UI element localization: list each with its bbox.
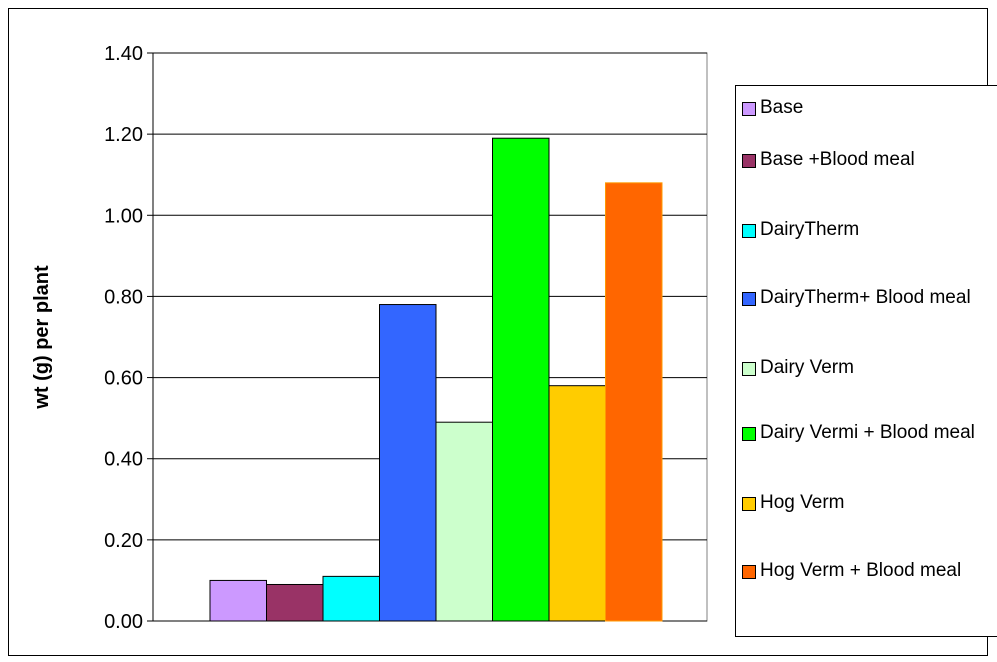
- legend-label: DairyTherm: [760, 219, 860, 240]
- legend-label: Dairy Verm: [760, 357, 854, 378]
- legend-swatch: [742, 154, 756, 168]
- legend-swatch: [742, 224, 756, 238]
- y-tick-label: 1.00: [104, 205, 143, 227]
- legend-label: DairyTherm+ Blood meal: [760, 287, 971, 308]
- y-tick-label: 1.40: [104, 43, 143, 65]
- legend-swatch: [742, 497, 756, 511]
- bar-0: [209, 579, 267, 622]
- legend-label: Hog Verm: [760, 492, 845, 513]
- y-tick-label: 0.00: [104, 611, 143, 633]
- bar-4: [435, 421, 493, 622]
- legend-item: DairyTherm+ Blood meal: [742, 286, 992, 310]
- legend-swatch: [742, 102, 756, 116]
- legend-item: Hog Verm + Blood meal: [742, 559, 992, 583]
- legend-swatch: [742, 565, 756, 579]
- legend-label: Base +Blood meal: [760, 149, 915, 170]
- bar-2: [322, 575, 380, 622]
- legend-item: DairyTherm: [742, 218, 992, 242]
- legend-label: Hog Verm + Blood meal: [760, 560, 962, 581]
- legend-swatch: [742, 292, 756, 306]
- legend-item: Base: [742, 96, 992, 120]
- bar-6: [548, 385, 606, 622]
- legend-item: Dairy Verm: [742, 356, 992, 380]
- bar-5: [492, 137, 550, 622]
- y-tick-label: 1.20: [104, 124, 143, 146]
- bar-3: [379, 304, 437, 622]
- legend-swatch: [742, 427, 756, 441]
- y-tick-label: 0.40: [104, 449, 143, 471]
- legend: Base Base +Blood meal DairyTherm DairyTherm…: [735, 85, 997, 637]
- legend-item: Dairy Vermi + Blood meal: [742, 421, 992, 445]
- legend-label: Base: [760, 97, 804, 118]
- y-tick-label: 0.80: [104, 286, 143, 308]
- y-tick-label: 0.20: [104, 530, 143, 552]
- bar-7: [605, 182, 663, 622]
- legend-swatch: [742, 362, 756, 376]
- legend-item: Hog Verm: [742, 491, 992, 515]
- legend-label: Dairy Vermi + Blood meal: [760, 422, 975, 443]
- legend-item: Base +Blood meal: [742, 148, 992, 172]
- y-tick-label: 0.60: [104, 368, 143, 390]
- bar-1: [266, 583, 324, 622]
- y-axis-label: wt (g) per plant: [31, 265, 53, 410]
